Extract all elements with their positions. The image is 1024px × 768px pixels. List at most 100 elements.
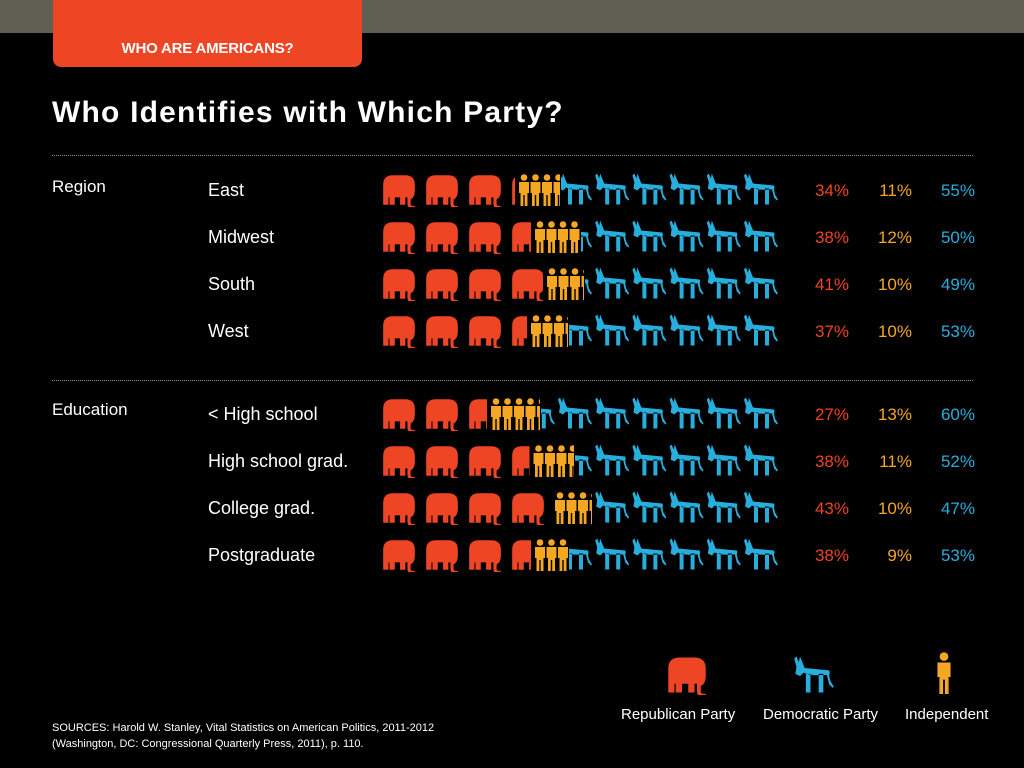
bar-row [383, 173, 778, 207]
donkey-icon [706, 220, 741, 252]
donkey-icon [744, 267, 778, 299]
bar-segment-republican [383, 222, 531, 254]
elephant-icon [383, 222, 415, 254]
group-label-region: Region [52, 177, 106, 196]
bar-row [383, 220, 778, 254]
elephant-icon [383, 175, 415, 207]
person-icon [555, 492, 565, 524]
bar-row [383, 314, 778, 348]
person-icon [558, 268, 569, 300]
bar-segment-independent [547, 268, 584, 300]
row-label-south: South [208, 274, 256, 294]
donkey-icon [595, 538, 630, 570]
person-icon [525, 398, 536, 430]
donkey-icon [669, 267, 704, 299]
bar-segment-republican [383, 446, 530, 478]
elephant-icon [469, 540, 501, 572]
bar-segment-republican [383, 540, 531, 572]
person-icon [535, 221, 545, 253]
person-icon [546, 221, 557, 253]
legend-person-icon [937, 652, 951, 694]
person-icon [558, 539, 568, 571]
person-icon [542, 315, 553, 347]
donkey-icon [632, 267, 667, 299]
donkey-icon [669, 173, 704, 205]
row-label-college-grad: College grad. [208, 498, 316, 518]
bar-row [383, 491, 778, 525]
donkey-icon [706, 314, 741, 346]
data-label-democratic: 47% [940, 499, 975, 518]
elephant-icon [383, 399, 415, 431]
data-label-independent: 11% [879, 452, 912, 471]
elephant-icon [383, 316, 415, 348]
donkey-icon [595, 444, 630, 476]
donkey-icon [632, 173, 667, 205]
divider-region [52, 155, 973, 156]
donkey-icon [706, 538, 741, 570]
donkey-icon [558, 397, 592, 429]
bar-segment-democratic [569, 314, 778, 346]
donkey-icon [669, 444, 704, 476]
person-icon [570, 268, 580, 300]
elephant-icon [383, 269, 415, 301]
data-label-independent: 10% [877, 275, 912, 294]
data-label-republican: 34% [814, 181, 849, 200]
donkey-icon [744, 444, 778, 476]
donkey-icon [669, 538, 704, 570]
data-label-republican: 43% [814, 499, 849, 518]
person-icon [531, 315, 541, 347]
donkey-icon [706, 491, 741, 523]
elephant-icon [426, 269, 458, 301]
bar-segment-republican [383, 269, 543, 301]
data-label-independent: 9% [887, 546, 912, 565]
bar-row [383, 397, 778, 431]
donkey-icon [669, 314, 704, 346]
elephant-icon [426, 399, 458, 431]
group-label-education: Education [52, 400, 128, 419]
bar-segment-independent [519, 174, 560, 206]
person-icon [544, 445, 555, 477]
person-icon [578, 492, 588, 524]
donkey-icon [595, 397, 630, 429]
donkey-icon [669, 491, 704, 523]
data-label-republican: 38% [814, 546, 849, 565]
donkey-icon [595, 220, 630, 252]
donkey-icon [669, 220, 704, 252]
bar-row [383, 444, 778, 478]
person-icon [514, 398, 524, 430]
section-tab: WHO ARE AMERICANS? [53, 0, 362, 67]
person-icon [542, 174, 552, 206]
person-icon [502, 398, 513, 430]
data-label-democratic: 55% [940, 181, 975, 200]
bar-segment-independent [531, 315, 568, 347]
bar-segment-independent [491, 398, 540, 430]
row-label-less-high-school: < High school [208, 404, 318, 424]
data-label-republican: 37% [814, 322, 849, 341]
donkey-icon [632, 220, 667, 252]
donkey-icon [632, 444, 667, 476]
donkey-icon [744, 173, 778, 205]
data-label-democratic: 53% [940, 546, 975, 565]
donkey-icon [595, 314, 630, 346]
bar-row [383, 267, 778, 301]
row-label-east: East [208, 180, 245, 200]
bar-segment-republican [383, 175, 515, 207]
elephant-icon [469, 222, 501, 254]
data-label-democratic: 53% [940, 322, 975, 341]
person-icon [569, 221, 580, 253]
donkey-icon [706, 267, 741, 299]
elephant-icon [469, 446, 501, 478]
person-icon [491, 398, 501, 430]
data-label-republican: 41% [814, 275, 849, 294]
legend-donkey-icon [794, 656, 834, 693]
data-label-democratic: 60% [940, 405, 975, 424]
donkey-icon [744, 220, 778, 252]
chart-title: Who Identifies with Which Party? [52, 96, 564, 129]
donkey-icon [595, 491, 630, 523]
data-label-independent: 12% [877, 228, 912, 247]
person-icon [567, 445, 575, 477]
data-label-republican: 38% [814, 228, 849, 247]
data-label-independent: 10% [877, 322, 912, 341]
data-label-democratic: 49% [940, 275, 975, 294]
